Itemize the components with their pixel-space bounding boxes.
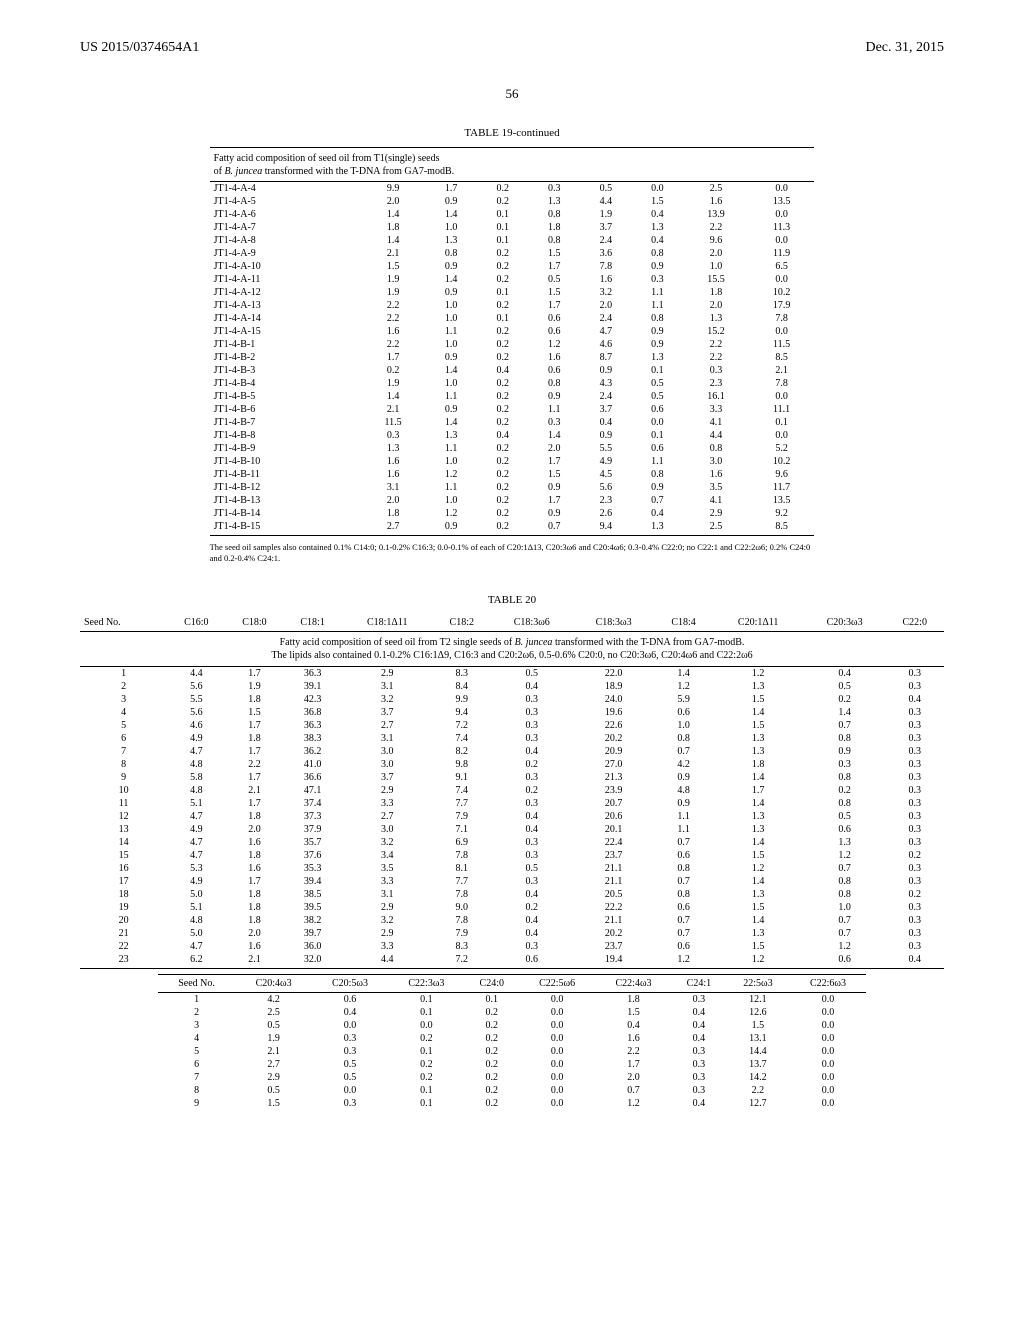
table20-header-a: Seed No.C16:0C18:0C18:1C18:1Δ11C18:2C18:… — [80, 614, 944, 632]
table-row: 14.20.60.10.10.01.80.312.10.0 — [158, 993, 866, 1007]
doc-id: US 2015/0374654A1 — [80, 40, 199, 56]
table-row: 134.92.037.93.07.10.420.11.11.30.60.3 — [80, 823, 944, 836]
table-row: 124.71.837.32.77.90.420.61.11.30.50.3 — [80, 810, 944, 823]
table-row: JT1-4-B-30.21.40.40.60.90.10.32.1 — [210, 364, 815, 377]
table-row: JT1-4-B-132.01.00.21.72.30.74.113.5 — [210, 494, 815, 507]
table20-header-b: Seed No.C20:4ω3C20:5ω3C22:3ω3C24:0C22:5ω… — [158, 975, 866, 993]
table-row: JT1-4-B-41.91.00.20.84.30.52.37.8 — [210, 377, 815, 390]
table-row: 45.61.536.83.79.40.319.60.61.41.40.3 — [80, 706, 944, 719]
table-row: 14.41.736.32.98.30.522.01.41.20.40.3 — [80, 667, 944, 681]
table-row: JT1-4-A-61.41.40.10.81.90.413.90.0 — [210, 208, 815, 221]
table-row: JT1-4-A-49.91.70.20.30.50.02.50.0 — [210, 182, 815, 196]
table-row: 62.70.50.20.20.01.70.313.70.0 — [158, 1058, 866, 1071]
table-row: JT1-4-A-92.10.80.21.53.60.82.011.9 — [210, 247, 815, 260]
table-row: 35.51.842.33.29.90.324.05.91.50.20.4 — [80, 693, 944, 706]
table-row: JT1-4-B-21.70.90.21.68.71.32.28.5 — [210, 351, 815, 364]
table-row: 54.61.736.32.77.20.322.61.01.50.70.3 — [80, 719, 944, 732]
table19-title: TABLE 19-continued — [80, 127, 944, 139]
table-row: 224.71.636.03.38.30.323.70.61.51.20.3 — [80, 940, 944, 953]
table-row: 30.50.00.00.20.00.40.41.50.0 — [158, 1019, 866, 1032]
table20: Fatty acid composition of seed oil from … — [80, 614, 944, 969]
table-row: JT1-4-A-121.90.90.11.53.21.11.810.2 — [210, 286, 815, 299]
table-row: 22.50.40.10.20.01.50.412.60.0 — [158, 1006, 866, 1019]
table-row: JT1-4-A-132.21.00.21.72.01.12.017.9 — [210, 299, 815, 312]
table-row: JT1-4-B-62.10.90.21.13.70.63.311.1 — [210, 403, 815, 416]
table-row: 174.91.739.43.37.70.321.10.71.40.80.3 — [80, 875, 944, 888]
table-row: 195.11.839.52.99.00.222.20.61.51.00.3 — [80, 901, 944, 914]
table-row: 72.90.50.20.20.02.00.314.20.0 — [158, 1071, 866, 1084]
table-row: JT1-4-B-111.61.20.21.54.50.81.69.6 — [210, 468, 815, 481]
table-row: 64.91.838.33.17.40.320.20.81.30.80.3 — [80, 732, 944, 745]
table20-caption: Fatty acid composition of seed oil from … — [80, 632, 944, 667]
table-row: 144.71.635.73.26.90.322.40.71.41.30.3 — [80, 836, 944, 849]
table-row: JT1-4-A-111.91.40.20.51.60.315.50.0 — [210, 273, 815, 286]
table-row: JT1-4-B-152.70.90.20.79.41.32.58.5 — [210, 520, 815, 536]
table19: Fatty acid composition of seed oil from … — [210, 147, 815, 536]
table-row: JT1-4-A-52.00.90.21.34.41.51.613.5 — [210, 195, 815, 208]
table-row: 25.61.939.13.18.40.418.91.21.30.50.3 — [80, 680, 944, 693]
table-row: JT1-4-A-71.81.00.11.83.71.32.211.3 — [210, 221, 815, 234]
table-row: 41.90.30.20.20.01.60.413.10.0 — [158, 1032, 866, 1045]
doc-date: Dec. 31, 2015 — [865, 40, 944, 56]
table-row: 115.11.737.43.37.70.320.70.91.40.80.3 — [80, 797, 944, 810]
table-row: JT1-4-B-141.81.20.20.92.60.42.99.2 — [210, 507, 815, 520]
page-header: US 2015/0374654A1 Dec. 31, 2015 — [80, 40, 944, 56]
table-row: 236.22.132.04.47.20.619.41.21.20.60.4 — [80, 953, 944, 969]
table-row: JT1-4-A-151.61.10.20.64.70.915.20.0 — [210, 325, 815, 338]
table-row: JT1-4-B-123.11.10.20.95.60.93.511.7 — [210, 481, 815, 494]
table-row: 74.71.736.23.08.20.420.90.71.30.90.3 — [80, 745, 944, 758]
table-row: 84.82.241.03.09.80.227.04.21.80.30.3 — [80, 758, 944, 771]
table20-title: TABLE 20 — [80, 594, 944, 606]
table-row: 104.82.147.12.97.40.223.94.81.70.20.3 — [80, 784, 944, 797]
table19-caption: Fatty acid composition of seed oil from … — [210, 148, 815, 182]
table-row: JT1-4-A-101.50.90.21.77.80.91.06.5 — [210, 260, 815, 273]
table-row: 165.31.635.33.58.10.521.10.81.20.70.3 — [80, 862, 944, 875]
table-row: 80.50.00.10.20.00.70.32.20.0 — [158, 1084, 866, 1097]
table-row: 91.50.30.10.20.01.20.412.70.0 — [158, 1097, 866, 1110]
table-row: 52.10.30.10.20.02.20.314.40.0 — [158, 1045, 866, 1058]
table-row: 154.71.837.63.47.80.323.70.61.51.20.2 — [80, 849, 944, 862]
table-row: JT1-4-B-91.31.10.22.05.50.60.85.2 — [210, 442, 815, 455]
table-row: JT1-4-B-711.51.40.20.30.40.04.10.1 — [210, 416, 815, 429]
page-number: 56 — [80, 86, 944, 102]
table20b: Seed No.C20:4ω3C20:5ω3C22:3ω3C24:0C22:5ω… — [158, 974, 866, 1110]
table-row: JT1-4-A-142.21.00.10.62.40.81.37.8 — [210, 312, 815, 325]
table-row: JT1-4-B-12.21.00.21.24.60.92.211.5 — [210, 338, 815, 351]
table-row: JT1-4-B-80.31.30.41.40.90.14.40.0 — [210, 429, 815, 442]
table-row: JT1-4-B-101.61.00.21.74.91.13.010.2 — [210, 455, 815, 468]
table-row: JT1-4-A-81.41.30.10.82.40.49.60.0 — [210, 234, 815, 247]
table-row: 95.81.736.63.79.10.321.30.91.40.80.3 — [80, 771, 944, 784]
table-row: JT1-4-B-51.41.10.20.92.40.516.10.0 — [210, 390, 815, 403]
table-row: 215.02.039.72.97.90.420.20.71.30.70.3 — [80, 927, 944, 940]
table19-footnote: The seed oil samples also contained 0.1%… — [210, 542, 815, 564]
table-row: 204.81.838.23.27.80.421.10.71.40.70.3 — [80, 914, 944, 927]
table-row: 185.01.838.53.17.80.420.50.81.30.80.2 — [80, 888, 944, 901]
